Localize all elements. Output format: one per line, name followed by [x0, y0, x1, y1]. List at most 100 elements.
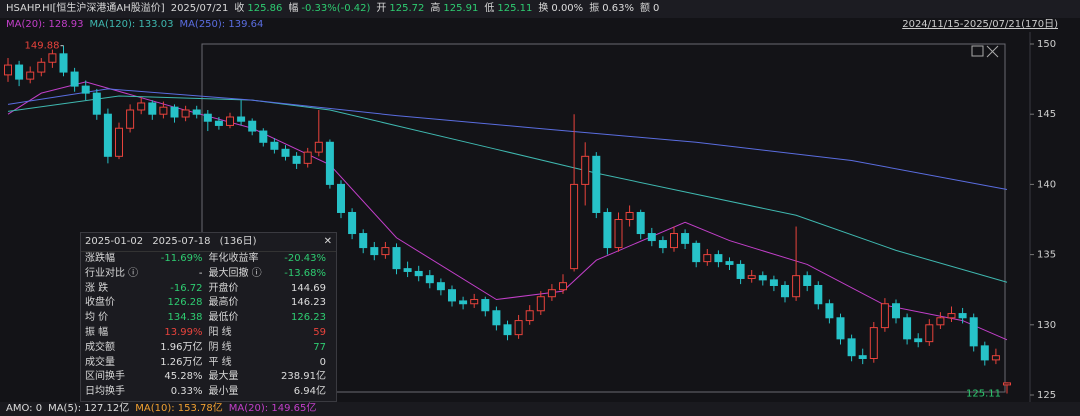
- candle-body: [836, 317, 845, 340]
- field-value: 0.63%: [602, 3, 634, 14]
- stat-value: 1.96万亿: [160, 341, 203, 353]
- candle-body: [814, 284, 823, 305]
- date: 2025/07/21: [170, 3, 229, 14]
- candle-body: [370, 247, 379, 256]
- date-range[interactable]: 2024/11/15-2025/07/21(170日): [902, 19, 1058, 30]
- stats-row: 均 价 134.38 最低价 126.23: [81, 311, 336, 326]
- candle-body: [947, 313, 956, 319]
- stat-label: 区间换手: [85, 371, 125, 383]
- field-label: 额: [639, 3, 650, 14]
- candle-body: [303, 151, 312, 164]
- panel-close[interactable]: ✕: [323, 236, 332, 247]
- stats-row: 日均换手 0.33% 最小量 6.94亿: [81, 385, 336, 400]
- stats-row: 涨 跌 -16.72 开盘价 144.69: [81, 282, 336, 297]
- stats-row: 振 幅 13.99% 阳 线 59: [81, 326, 336, 341]
- stat-value: 146.23: [291, 297, 326, 309]
- volume-item: MA(20): 149.65亿: [228, 403, 317, 414]
- candle-body: [425, 275, 434, 284]
- candle-body: [203, 113, 212, 122]
- candle-body: [803, 275, 812, 286]
- stat-value: 134.38: [167, 312, 203, 324]
- candle-body: [547, 289, 556, 298]
- candle-body: [792, 275, 801, 298]
- stat-label: 成交量: [85, 356, 115, 368]
- candle-body: [559, 282, 567, 291]
- stats-row: 涨跌幅 -11.69% 年化收益率 -20.43%: [81, 252, 336, 267]
- quote-bar: HSAHP.HI[恒生沪深港通AH股溢价] 2025/07/21 收 125.86 幅 -…: [0, 0, 1080, 18]
- candle-body: [969, 317, 978, 347]
- stat-label: 最高价: [208, 297, 239, 309]
- y-tick-label: 140: [1037, 179, 1056, 190]
- candle-body: [15, 64, 24, 80]
- candle-body: [681, 233, 690, 244]
- stats-row: 收盘价 126.28 最高价 146.23: [81, 296, 336, 311]
- candle-body: [570, 183, 579, 270]
- stat-value: -16.72: [170, 282, 203, 294]
- candle-body: [403, 268, 412, 272]
- candle-body: [736, 263, 745, 279]
- candle-body: [880, 303, 889, 329]
- candle-body: [703, 254, 712, 263]
- candle-body: [747, 275, 756, 279]
- candle-body: [714, 254, 723, 263]
- field-label: 换: [538, 3, 549, 14]
- start-date[interactable]: 2025-01-02: [85, 236, 144, 247]
- candle-body: [847, 338, 856, 357]
- candle-body: [758, 275, 767, 281]
- field-value: 125.91: [443, 3, 479, 14]
- stats-panel: 2025-01-02 2025-07-18 (136日) ✕ 涨跌幅 -11.69…: [80, 232, 337, 402]
- stat-value: 59: [313, 326, 326, 338]
- candle-body: [1003, 382, 1011, 386]
- field-label: 高: [430, 3, 441, 14]
- candle-body: [825, 303, 834, 319]
- stat-value: 77: [313, 341, 326, 353]
- y-tick-label: 145: [1037, 109, 1056, 120]
- end-date[interactable]: 2025-07-18: [152, 236, 211, 247]
- candle-body: [192, 109, 201, 115]
- stat-label: 最低价: [208, 312, 239, 324]
- candle-body: [281, 148, 290, 157]
- stat-label: 最大量: [208, 371, 239, 383]
- close-icon[interactable]: [986, 45, 999, 58]
- candle-body: [92, 92, 101, 115]
- stat-label: 收盘价: [85, 297, 115, 309]
- candle-body: [914, 338, 923, 343]
- stat-value: 1.26万亿: [160, 356, 203, 368]
- candle-body: [670, 233, 678, 249]
- field-label: 低: [484, 3, 495, 14]
- stat-label: 成交额: [85, 341, 115, 353]
- candle-body: [603, 211, 612, 249]
- stat-label: 开盘价: [208, 282, 239, 294]
- volume-bar: AMO: 0 MA(5): 127.12亿 MA(10): 153.78亿 MA(20…: [0, 402, 1080, 416]
- stat-value: 45.28%: [164, 371, 203, 383]
- stats-row: 成交额 1.96万亿阴 线 77: [81, 341, 336, 356]
- volume-item: MA(10): 153.78亿: [135, 403, 223, 414]
- maximize-icon[interactable]: [971, 45, 984, 57]
- candle-body: [869, 327, 878, 359]
- candle-body: [647, 233, 656, 242]
- candle-body: [581, 155, 590, 185]
- candle-body: [159, 106, 168, 115]
- field-value: 125.86: [247, 3, 283, 14]
- stat-value: 6.94亿: [293, 386, 326, 398]
- stat-label: 年化收益率: [208, 253, 259, 264]
- candle-body: [4, 64, 12, 76]
- ma-legend-item: MA(250): 139.64: [179, 19, 264, 30]
- stat-value: 0: [319, 356, 326, 368]
- candle-body: [625, 211, 634, 220]
- candle-body: [636, 211, 645, 235]
- ma-line: [7, 95, 1008, 283]
- panel-header: 2025-01-02 2025-07-18 (136日) ✕: [81, 233, 336, 252]
- stats-row: 区间换手 45.28% 最大量 238.91亿: [81, 370, 336, 385]
- stat-value: -: [198, 267, 203, 279]
- candle-body: [525, 310, 534, 322]
- field-label: 收: [234, 3, 245, 14]
- y-tick-label: 135: [1037, 250, 1056, 261]
- stat-label: 阳 线: [208, 326, 232, 338]
- stats-row: 成交量 1.26万亿平 线 0: [81, 356, 336, 371]
- candle-body: [26, 71, 35, 80]
- y-tick-label: 150: [1037, 39, 1056, 50]
- candle-body: [81, 85, 90, 94]
- candle-body: [325, 141, 334, 185]
